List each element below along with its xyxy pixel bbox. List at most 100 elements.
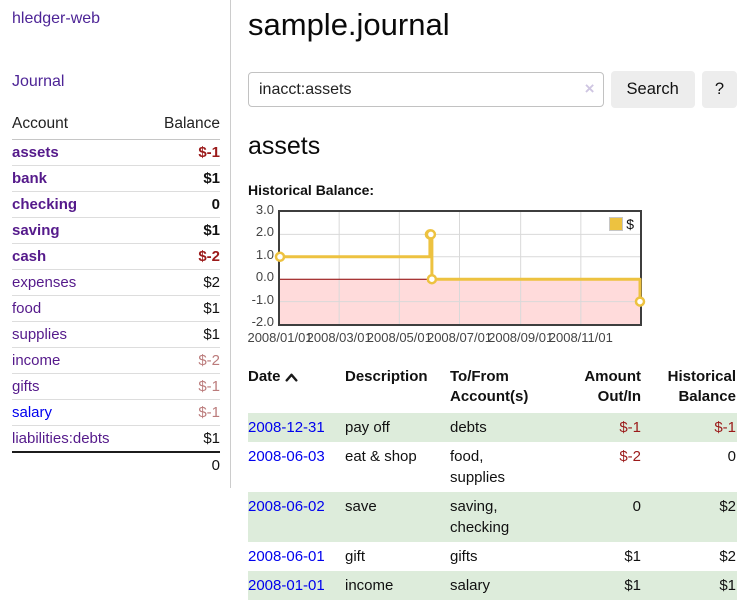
transaction-description: eat & shop xyxy=(345,447,417,465)
account-row: gifts $-1 xyxy=(12,373,220,400)
register-table: Date Description To/From Account(s) Amou… xyxy=(248,365,737,600)
account-link-expenses[interactable]: expenses xyxy=(12,274,77,291)
y-tick-label: -1.0 xyxy=(251,291,274,307)
y-tick-label: -2.0 xyxy=(251,314,274,329)
transaction-balance: 0 xyxy=(727,447,736,465)
search-input-wrap: × xyxy=(248,72,604,107)
account-link-supplies[interactable]: supplies xyxy=(12,326,68,343)
account-balance: $1 xyxy=(144,321,220,348)
y-tick-label: 3.0 xyxy=(255,202,274,217)
accounts-total-value: 0 xyxy=(144,451,220,478)
transaction-row: 2008-12-31 pay off debts $-1 $-1 xyxy=(248,412,737,442)
transaction-description: income xyxy=(345,570,450,600)
chart-label: Historical Balance: xyxy=(248,182,375,198)
x-tick-label: 2008/03/01 xyxy=(306,330,372,345)
account-link-salary[interactable]: salary xyxy=(12,404,53,421)
transaction-description: gift xyxy=(345,547,366,565)
transaction-accounts: saving, checking xyxy=(450,491,550,542)
brand-link[interactable]: hledger-web xyxy=(12,10,101,27)
account-balance: $-1 xyxy=(144,399,220,426)
transaction-row: 2008-06-01 gift gifts $1 $2 xyxy=(248,542,737,571)
legend-swatch-icon xyxy=(609,217,624,231)
account-balance: $1 xyxy=(144,295,220,322)
accounts-total-row: 0 xyxy=(12,451,220,478)
transaction-accounts: salary xyxy=(450,570,550,600)
account-link-checking[interactable]: checking xyxy=(12,196,78,213)
transaction-amount: $1 xyxy=(550,570,642,600)
account-row: assets $-1 xyxy=(12,139,220,166)
chart-legend: $ xyxy=(609,216,634,232)
transaction-row: 2008-06-02 save saving, checking 0 $2 xyxy=(248,491,737,542)
account-row: income $-2 xyxy=(12,347,220,374)
x-tick-label: 2008/01/01 xyxy=(247,330,313,345)
sidebar-item-journal[interactable]: Journal xyxy=(12,73,65,90)
account-row: food $1 xyxy=(12,295,220,322)
account-link-saving[interactable]: saving xyxy=(12,222,60,239)
search-form: × Search ? xyxy=(248,71,737,108)
account-link-food[interactable]: food xyxy=(12,300,42,317)
account-link-gifts[interactable]: gifts xyxy=(12,378,40,395)
account-link-assets[interactable]: assets xyxy=(12,144,59,161)
transaction-accounts: food, supplies xyxy=(450,447,506,486)
transaction-row: 2008-01-01 income salary $1 $1 xyxy=(248,570,737,600)
account-balance: $-2 xyxy=(144,347,220,374)
transaction-date-link[interactable]: 2008-12-31 xyxy=(248,418,325,436)
transaction-date-link[interactable]: 2008-06-01 xyxy=(248,547,325,565)
transaction-accounts: debts xyxy=(450,412,550,442)
account-link-liabilities-debts[interactable]: liabilities:debts xyxy=(12,430,110,447)
register-header-accounts: To/From Account(s) xyxy=(450,368,529,406)
account-link-income[interactable]: income xyxy=(12,352,61,369)
transaction-balance: $2 xyxy=(642,491,737,542)
transaction-accounts: gifts xyxy=(450,547,478,565)
help-button[interactable]: ? xyxy=(701,71,737,108)
x-tick-label: 2008/11/01 xyxy=(548,330,613,345)
account-balance: $1 xyxy=(144,165,220,192)
legend-series-label: $ xyxy=(626,216,634,232)
register-header-description: Description xyxy=(345,368,428,385)
transaction-description: pay off xyxy=(345,412,450,442)
account-balance: $2 xyxy=(144,269,220,296)
main-content: sample.journal × Search ? assets Histori… xyxy=(247,0,737,600)
account-row: salary $-1 xyxy=(12,399,220,426)
transaction-amount: $-1 xyxy=(550,412,642,442)
account-balance: $-1 xyxy=(144,139,220,166)
accounts-header-balance: Balance xyxy=(144,112,220,140)
account-row: cash $-2 xyxy=(12,243,220,270)
account-row: liabilities:debts $1 xyxy=(12,425,220,453)
y-tick-label: 2.0 xyxy=(255,224,274,240)
clear-search-icon[interactable]: × xyxy=(584,79,595,98)
transaction-date-link[interactable]: 2008-01-01 xyxy=(248,576,325,594)
accounts-rows: assets $-1 bank $1 checking 0 saving $1 cash $-2 e… xyxy=(12,139,220,453)
sort-ascending-icon xyxy=(285,373,298,382)
register-header-amount: Amount Out/In xyxy=(584,368,641,406)
transaction-amount: $-2 xyxy=(619,447,641,465)
register-rows: 2008-12-31 pay off debts $-1 $-1 2008-06-03 ea… xyxy=(248,412,737,600)
x-tick-label: 2008/09/01 xyxy=(488,330,554,345)
account-link-bank[interactable]: bank xyxy=(12,170,48,187)
search-button[interactable]: Search xyxy=(610,71,695,108)
account-balance: $1 xyxy=(144,425,220,453)
y-tick-label: 1.0 xyxy=(255,246,274,262)
account-link-cash[interactable]: cash xyxy=(12,248,47,265)
transaction-date-link[interactable]: 2008-06-02 xyxy=(248,497,325,515)
transaction-balance: $2 xyxy=(719,547,736,565)
search-input[interactable] xyxy=(248,72,604,107)
transaction-amount: 0 xyxy=(550,491,642,542)
account-row: expenses $2 xyxy=(12,269,220,296)
accounts-header-account: Account xyxy=(12,112,145,140)
transaction-balance: $-1 xyxy=(642,412,737,442)
x-tick-label: 2008/05/01 xyxy=(366,330,432,345)
chart-canvas xyxy=(274,212,646,324)
page-title: sample.journal xyxy=(248,7,450,42)
account-title: assets xyxy=(248,132,321,160)
account-row: bank $1 xyxy=(12,165,220,192)
register-header-date[interactable]: Date xyxy=(248,365,345,413)
account-row: checking 0 xyxy=(12,191,220,218)
accounts-table: Account Balance assets $-1 bank $1 checking 0… xyxy=(12,112,220,478)
transaction-date-link[interactable]: 2008-06-03 xyxy=(248,447,325,465)
account-balance: $-1 xyxy=(144,373,220,400)
account-balance: 0 xyxy=(144,191,220,218)
account-balance: $1 xyxy=(144,217,220,244)
x-tick-label: 2008/07/01 xyxy=(426,330,493,345)
y-tick-label: 0.0 xyxy=(255,269,274,285)
